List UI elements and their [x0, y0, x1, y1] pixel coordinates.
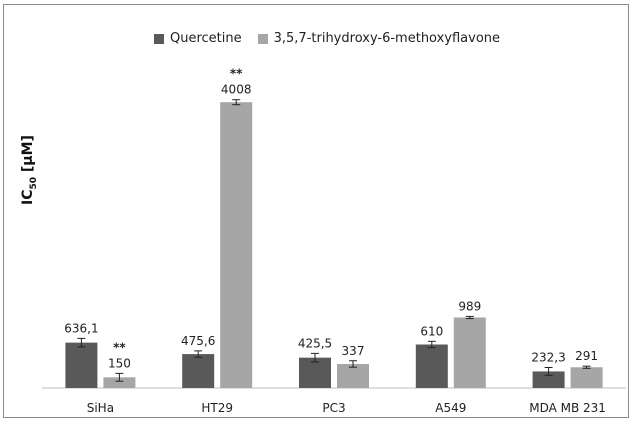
x-tick-label: A549: [435, 401, 466, 415]
chart-frame: Quercetine 3,5,7-trihydroxy-6-methoxyfla…: [3, 4, 629, 418]
x-tick-label: MDA MB 231: [529, 401, 606, 415]
data-label: 989: [458, 299, 481, 313]
x-tick-label: HT29: [201, 401, 233, 415]
bar-flavone-4: [570, 367, 603, 388]
data-label: 291: [575, 349, 598, 363]
data-label: 636,1: [64, 321, 98, 335]
bar-flavone-1: [220, 102, 253, 389]
data-label: 610: [420, 324, 443, 338]
bar-quercetine-4: [532, 371, 565, 388]
bar-flavone-2: [337, 363, 369, 388]
x-tick-label: SiHa: [87, 401, 114, 415]
legend-swatch-flavone: [257, 33, 268, 44]
data-label: 232,3: [531, 351, 565, 365]
legend-swatch-quercetine: [154, 33, 164, 44]
significance-marker: **: [113, 340, 126, 354]
legend-item-flavone: 3,5,7-trihydroxy-6-methoxyflavone: [257, 31, 501, 46]
bar-quercetine-0: [65, 342, 98, 388]
data-label: 425,5: [298, 336, 332, 350]
x-tick-label: PC3: [322, 401, 345, 415]
data-label: 150: [108, 356, 131, 370]
bar-quercetine-3: [415, 344, 448, 388]
legend-label-quercetine: Quercetine: [170, 31, 242, 46]
legend-label-flavone: 3,5,7-trihydroxy-6-methoxyflavone: [273, 31, 501, 46]
significance-marker: **: [230, 67, 243, 81]
bar-quercetine-2: [299, 357, 331, 388]
bar-quercetine-1: [182, 354, 215, 388]
data-label: 475,6: [181, 334, 215, 348]
bar-flavone-0: [103, 377, 136, 388]
bar-chart: 636,1 150 ** SiHa 475,6 4008 ** HT29 425,5 337 PC3…: [42, 67, 626, 415]
bar-flavone-3: [453, 317, 486, 388]
chart-legend: Quercetine 3,5,7-trihydroxy-6-methoxyfla…: [154, 31, 516, 46]
legend-item-quercetine: Quercetine: [154, 31, 242, 46]
data-label: 4008: [221, 83, 252, 97]
data-label: 337: [342, 344, 365, 358]
